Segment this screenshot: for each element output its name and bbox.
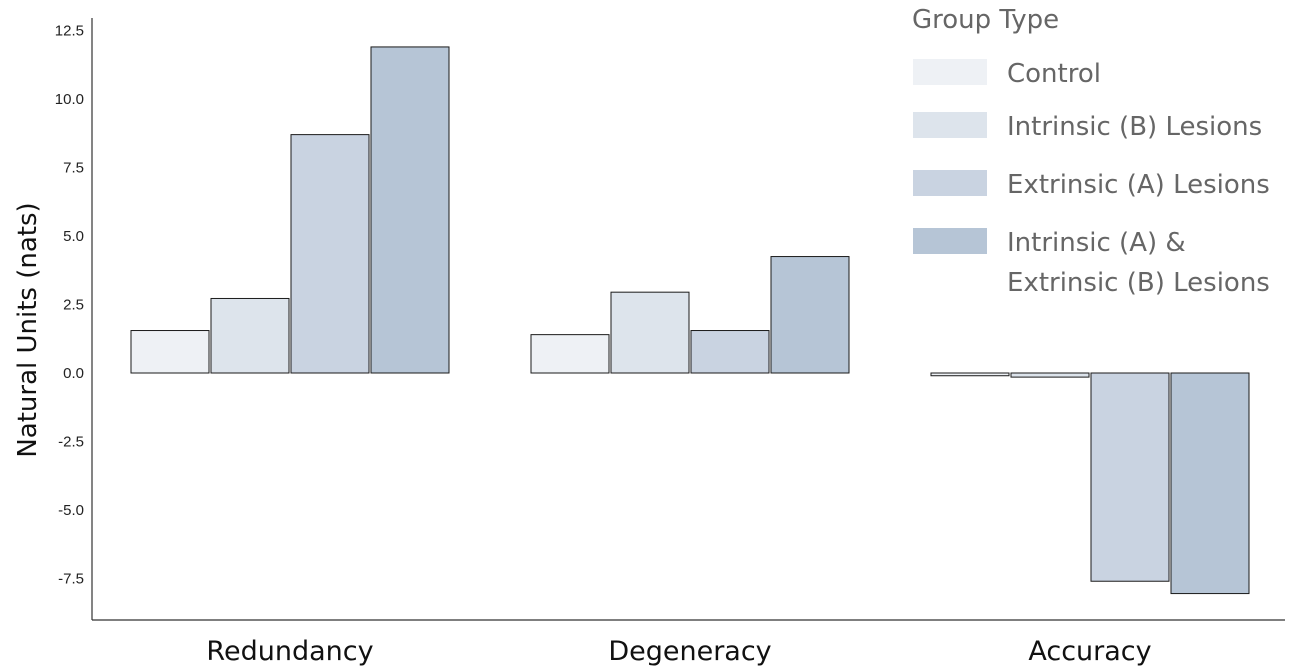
bar-degeneracy-series-3 (690, 330, 770, 374)
y-ticks: 12.5 10.0 7.5 5.0 2.5 0.0 -2.5 -5.0 -7.5 (55, 23, 84, 588)
y-tick-label: 10.0 (55, 91, 84, 108)
y-tick-label: -7.5 (58, 571, 84, 588)
bar-redundancy-series-4 (370, 46, 450, 374)
legend-swatch (913, 112, 987, 138)
x-category-label: Redundancy (206, 636, 373, 667)
x-category-label: Degeneracy (608, 636, 771, 667)
legend-swatch (913, 228, 987, 254)
bar-degeneracy-series-1 (530, 334, 610, 374)
y-tick-label: 2.5 (63, 297, 84, 314)
legend-label: Intrinsic (B) Lesions (1007, 112, 1262, 142)
bar-redundancy-series-2 (210, 297, 290, 374)
y-tick-label: 5.0 (63, 228, 84, 245)
bar-redundancy-series-1 (130, 330, 210, 374)
x-category-label: Accuracy (1028, 636, 1151, 667)
legend-label: Intrinsic (A) & (1007, 228, 1186, 258)
axes (91, 18, 1285, 621)
bar-accuracy-series-3 (1090, 372, 1170, 582)
bar-accuracy-series-2 (1010, 372, 1090, 378)
category-labels: Redundancy Degeneracy Accuracy (206, 636, 1151, 667)
bar-degeneracy-series-4 (770, 256, 850, 374)
bar-redundancy-series-3 (290, 134, 370, 374)
y-tick-label: 0.0 (63, 365, 84, 382)
bar-accuracy-series-4 (1170, 372, 1250, 595)
legend-label: Extrinsic (B) Lesions (1007, 268, 1270, 298)
y-tick-label: -2.5 (58, 434, 84, 451)
legend-label: Extrinsic (A) Lesions (1007, 170, 1270, 200)
y-tick-label: 7.5 (63, 160, 84, 177)
bars (130, 46, 1250, 595)
legend: Group Type Control Intrinsic (B) Lesions E… (912, 5, 1270, 298)
legend-swatch (913, 59, 987, 85)
bar-accuracy-series-1 (930, 372, 1010, 377)
legend-title: Group Type (912, 5, 1059, 35)
bar-degeneracy-series-2 (610, 291, 690, 374)
legend-label: Control (1007, 59, 1101, 89)
y-tick-label: 12.5 (55, 23, 84, 40)
legend-swatch (913, 170, 987, 196)
y-tick-label: -5.0 (58, 502, 84, 519)
y-axis-title: Natural Units (nats) (13, 202, 43, 457)
